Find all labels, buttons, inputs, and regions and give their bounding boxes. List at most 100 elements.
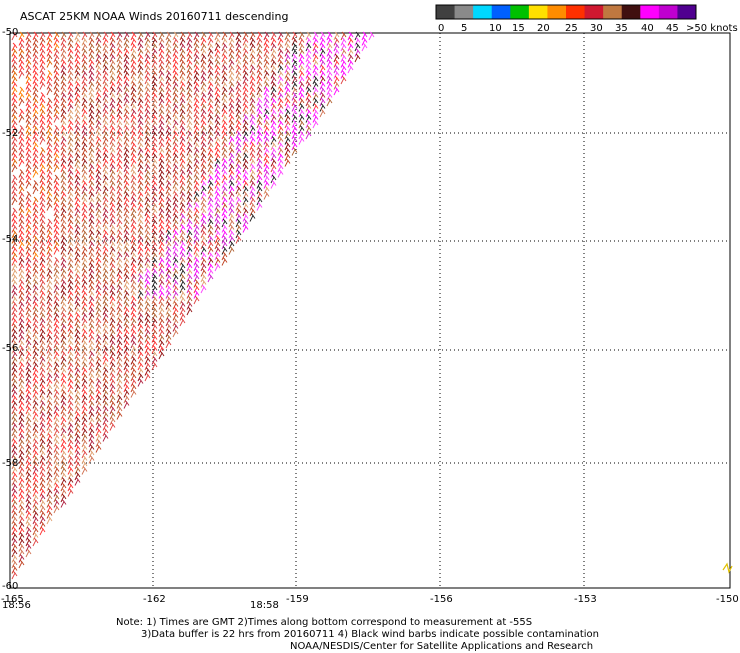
wind-barb bbox=[368, 31, 375, 41]
wind-barb bbox=[60, 499, 67, 508]
wind-barbs bbox=[11, 31, 375, 580]
legend-label: 25 bbox=[565, 23, 578, 34]
wind-barb bbox=[39, 81, 46, 90]
wind-barb bbox=[249, 213, 256, 222]
wind-barb bbox=[207, 273, 214, 283]
wind-barb bbox=[319, 108, 326, 118]
legend-swatch bbox=[677, 5, 697, 19]
wind-barb bbox=[172, 328, 179, 338]
wind-barb bbox=[214, 262, 221, 272]
wind-barb bbox=[88, 455, 95, 464]
note-line-3: NOAA/NESDIS/Center for Satellite Applica… bbox=[290, 641, 594, 652]
wind-barb bbox=[144, 372, 151, 382]
wind-barb bbox=[179, 317, 186, 327]
wind-barb bbox=[18, 158, 25, 167]
speed-legend: 0 5 10 15 20 25 30 35 40 45 >50 knots bbox=[435, 4, 738, 34]
legend-label: 10 bbox=[489, 23, 502, 34]
wind-barb bbox=[53, 114, 60, 123]
note-line-2: 3)Data buffer is 22 hrs from 20160711 4)… bbox=[141, 629, 599, 640]
wind-barb bbox=[151, 361, 158, 371]
wind-barb bbox=[32, 537, 39, 547]
wind-barb bbox=[18, 70, 25, 79]
wind-barb bbox=[200, 284, 207, 294]
wind-barb bbox=[81, 466, 88, 475]
lon-label: -162 bbox=[143, 594, 166, 605]
wind-barb bbox=[46, 86, 53, 96]
wind-barb bbox=[39, 136, 46, 145]
wind-barb bbox=[270, 180, 277, 189]
wind-barb bbox=[305, 130, 312, 140]
edge-wind-barb bbox=[722, 562, 733, 574]
wind-barb bbox=[193, 295, 200, 305]
lat-label: -52 bbox=[2, 128, 18, 139]
wind-barb bbox=[74, 477, 81, 486]
wind-barb bbox=[46, 202, 53, 211]
wind-barb bbox=[340, 75, 347, 85]
wind-barb bbox=[95, 444, 102, 453]
wind-barb bbox=[298, 136, 305, 145]
lat-label: -56 bbox=[2, 343, 18, 354]
wind-barb bbox=[235, 235, 242, 244]
legend-swatch bbox=[603, 5, 623, 19]
legend-swatch bbox=[640, 5, 660, 19]
lon-label: -156 bbox=[430, 594, 453, 605]
legend-label: 0 bbox=[438, 23, 444, 34]
lon-label: -150 bbox=[716, 594, 739, 605]
wind-barb bbox=[165, 339, 172, 349]
map-title: ASCAT 25KM NOAA Winds 20160711 descendin… bbox=[20, 10, 288, 23]
wind-barb bbox=[11, 570, 18, 580]
legend-swatch bbox=[454, 5, 474, 19]
wind-barb bbox=[11, 196, 18, 206]
wind-barb bbox=[53, 504, 60, 514]
wind-barb bbox=[130, 389, 137, 398]
wind-barb bbox=[263, 191, 270, 200]
wind-barb bbox=[46, 59, 53, 68]
wind-barb bbox=[326, 97, 333, 107]
legend-swatch bbox=[584, 5, 604, 19]
legend-swatch bbox=[473, 5, 493, 19]
legend-label: >50 knots bbox=[686, 23, 738, 34]
wind-barb bbox=[25, 180, 32, 189]
legend-label: 15 bbox=[512, 23, 525, 34]
wind-barb bbox=[333, 86, 340, 96]
legend-label: 45 bbox=[666, 23, 679, 34]
legend-swatch bbox=[566, 5, 586, 19]
lon-label: -159 bbox=[286, 594, 309, 605]
lat-lon-grid bbox=[10, 33, 730, 588]
legend-swatch bbox=[528, 5, 548, 19]
legend-swatch bbox=[436, 5, 456, 19]
wind-barb bbox=[277, 169, 284, 178]
axis-labels: -50 -52 -54 -56 -58 -60 -165 -162 -159 -156 -153 -1… bbox=[1, 27, 739, 605]
wind-barb bbox=[32, 185, 39, 195]
legend-label: 30 bbox=[590, 23, 603, 34]
lat-label: -60 bbox=[2, 581, 18, 592]
wind-barb bbox=[67, 488, 74, 497]
wind-barb bbox=[256, 202, 263, 211]
legend-label: 40 bbox=[641, 23, 654, 34]
lat-label: -58 bbox=[2, 458, 18, 469]
legend-swatch bbox=[621, 5, 641, 19]
wind-barb bbox=[18, 114, 25, 123]
wind-barb bbox=[53, 246, 60, 255]
lon-label: -165 bbox=[1, 594, 24, 605]
wind-barb bbox=[284, 158, 291, 167]
note-line-1: Note: 1) Times are GMT 2)Times along bot… bbox=[116, 617, 533, 628]
wind-barb bbox=[186, 306, 193, 316]
lat-label: -50 bbox=[2, 27, 18, 38]
wind-barb bbox=[116, 411, 123, 420]
wind-barb bbox=[312, 119, 319, 129]
legend-label: 35 bbox=[615, 23, 628, 34]
wind-barb bbox=[25, 548, 32, 558]
legend-swatch bbox=[491, 5, 511, 19]
plot-frame bbox=[9, 32, 731, 589]
wind-barb bbox=[11, 31, 18, 41]
time-label-start: 18:56 bbox=[2, 600, 31, 611]
wind-barb bbox=[123, 400, 130, 409]
wind-barb bbox=[11, 163, 18, 173]
wind-barb bbox=[242, 224, 249, 233]
wind-barb bbox=[102, 433, 109, 442]
time-label-mid: 18:58 bbox=[250, 600, 279, 611]
wind-barb bbox=[221, 257, 228, 266]
lat-label: -54 bbox=[2, 234, 18, 245]
